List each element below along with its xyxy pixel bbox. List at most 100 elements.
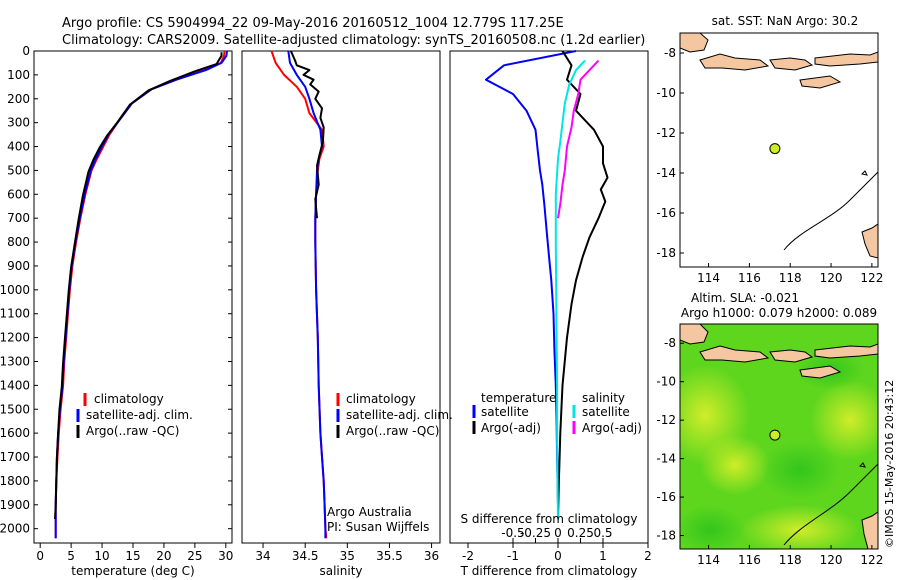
top-x-tick-label: 0.25 <box>567 526 594 540</box>
legend-label-climatology: climatology <box>94 392 164 406</box>
sla-low-anomaly <box>680 505 745 549</box>
map-x-tick-label: 118 <box>779 553 802 567</box>
x-tick-label: 35.5 <box>376 549 403 563</box>
legend-label-climatology: climatology <box>346 392 416 406</box>
map-x-tick-label: 116 <box>738 271 761 285</box>
salinity-series <box>270 50 328 539</box>
top-x-tick-label: 0 <box>554 526 562 540</box>
map-y-tick-label: -12 <box>656 126 676 140</box>
x-tick-label: 35 <box>340 549 355 563</box>
sla-low-anomaly <box>760 440 840 500</box>
y-tick-label: 1900 <box>0 498 30 512</box>
y-tick-label: 800 <box>7 235 30 249</box>
map-x-tick-label: 122 <box>860 271 883 285</box>
x-tick-label: 34.5 <box>292 549 319 563</box>
sla-map-frame <box>679 323 879 550</box>
figure-title-line1: Argo profile: CS 5904994_22 09-May-2016 … <box>62 16 564 31</box>
x-tick-label: -1 <box>507 549 519 563</box>
land-bali-lombok <box>699 53 770 71</box>
sla-high-anomaly <box>810 380 878 460</box>
land-masses <box>680 33 878 259</box>
x-tick-label: 36 <box>424 549 439 563</box>
legend-label-satellite: satellite-adj. clim. <box>86 408 193 422</box>
y-tick-label: 1500 <box>0 402 30 416</box>
imos-credit: ©IMOS 15-May-2016 20:43:12 <box>883 380 896 548</box>
x-tick-label: 20 <box>156 549 171 563</box>
temperature-series <box>54 50 228 539</box>
map-y-tick-label: -8 <box>664 336 676 350</box>
land-java <box>680 33 709 53</box>
legend-label-argo: Argo(..raw -QC) <box>86 424 179 438</box>
x-tick-label: 25 <box>187 549 202 563</box>
land-sumbawa <box>769 349 814 363</box>
x-tick-label: 5 <box>67 549 75 563</box>
series-line-satellite <box>287 50 327 539</box>
y-tick-label: 1800 <box>0 474 30 488</box>
depth-axis: 0 100 200 300 400 500 600 700 800 900 1000 1100 1200… <box>0 44 30 536</box>
y-tick-label: 2000 <box>0 522 30 536</box>
legend-label-s-satellite: satellite <box>582 405 630 419</box>
sla-high-anomaly <box>700 435 770 495</box>
x-tick-label: 0 <box>36 549 44 563</box>
sst-map-title: sat. SST: NaN Argo: 30.2 <box>712 14 859 28</box>
series-line-s_argo <box>557 59 600 219</box>
legend-label-satellite: satellite-adj. clim. <box>346 408 453 422</box>
y-tick-label: 700 <box>7 211 30 225</box>
map-x-tick-label: 118 <box>779 271 802 285</box>
map-y-tick-label: -12 <box>656 413 676 427</box>
x-tick-label: 30 <box>218 549 233 563</box>
difference-series <box>485 50 609 520</box>
x-tick-label: -2 <box>462 549 474 563</box>
series-line-satellite <box>54 50 228 539</box>
difference-legend: temperature satellite Argo(-adj) salinit… <box>472 391 642 435</box>
salinity-panel-frame <box>241 50 441 544</box>
y-tick-label: 1000 <box>0 283 30 297</box>
series-line-s_sat <box>554 59 586 520</box>
sla-map <box>680 324 878 549</box>
land-bali-lombok <box>699 345 770 363</box>
map-y-tick-label: -8 <box>664 46 676 60</box>
x-tick-label: 34 <box>255 549 270 563</box>
sla-field-anomalies <box>680 350 878 549</box>
map-x-tick-label: 120 <box>820 553 843 567</box>
difference-x-label: T difference from climatology <box>460 564 638 578</box>
top-x-tick-label: -0.5 <box>501 526 524 540</box>
legend-label-s-argo: Argo(-adj) <box>582 421 642 435</box>
map-y-tick-label: -14 <box>656 452 676 466</box>
salinity-annotation-line1: Argo Australia <box>327 505 412 519</box>
series-line-argo <box>54 52 223 520</box>
y-tick-label: 1400 <box>0 378 30 392</box>
y-tick-label: 900 <box>7 259 30 273</box>
series-line-t_argo <box>557 50 609 520</box>
salinity-legend: climatology satellite-adj. clim. Argo(..… <box>336 392 453 438</box>
map-x-tick-label: 122 <box>860 553 883 567</box>
map-x-tick-label: 114 <box>697 271 720 285</box>
y-tick-label: 500 <box>7 163 30 177</box>
y-tick-label: 1700 <box>0 450 30 464</box>
y-tick-label: 1300 <box>0 354 30 368</box>
y-tick-label: 1200 <box>0 331 30 345</box>
map-y-tick-label: -18 <box>656 246 676 260</box>
map-y-tick-label: -18 <box>656 529 676 543</box>
bathymetry-contour <box>783 171 878 251</box>
top-x-tick-label: -0.25 <box>520 526 551 540</box>
x-tick-label: 0 <box>554 549 562 563</box>
legend-label-t-argo: Argo(-adj) <box>481 421 541 435</box>
land-sumba <box>799 365 842 379</box>
map-y-tick-label: -10 <box>656 86 676 100</box>
bathymetry-contour <box>783 463 878 546</box>
y-tick-label: 0 <box>22 44 30 58</box>
map-y-tick-label: -16 <box>656 206 676 220</box>
sla-map-axes: 114 116 118 120 122 -8 -10 -12 -14 -16 -18 <box>656 336 883 567</box>
map-x-tick-label: 120 <box>820 271 843 285</box>
argo-position-marker <box>769 429 781 441</box>
x-tick-label: 15 <box>125 549 140 563</box>
series-line-climatology <box>54 50 226 539</box>
temperature-x-axis: 0 5 10 15 20 25 30 <box>34 50 233 563</box>
map-x-tick-label: 116 <box>738 553 761 567</box>
land-sumbawa <box>769 57 814 71</box>
y-tick-label: 200 <box>7 92 30 106</box>
sla-high-anomaly <box>740 505 860 549</box>
reef-outline <box>858 462 866 468</box>
